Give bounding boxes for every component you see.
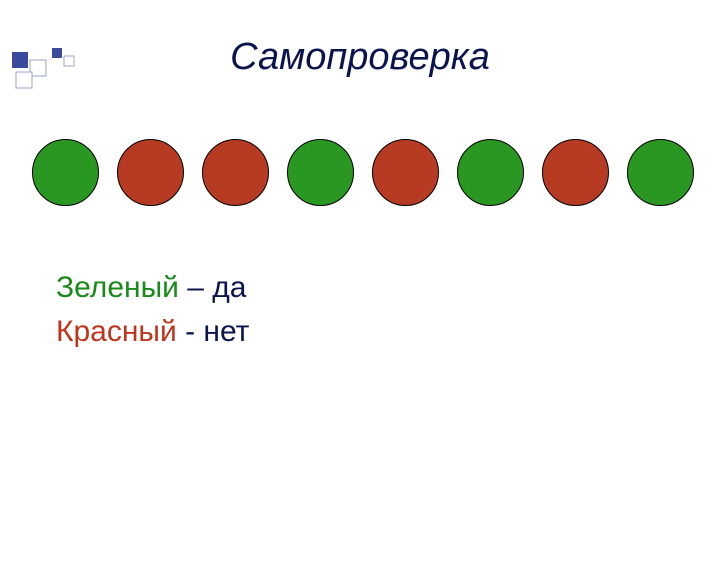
answer-circle-3 <box>202 139 269 206</box>
answer-circle-2 <box>117 139 184 206</box>
page-title: Самопроверка <box>0 36 720 79</box>
legend-red-rest: - нет <box>177 315 250 348</box>
corner-decoration <box>12 48 82 97</box>
legend: Зеленый – да Красный - нет <box>56 266 720 353</box>
legend-green-line: Зеленый – да <box>56 266 720 310</box>
answer-circle-6 <box>457 139 524 206</box>
decoration-svg <box>12 48 82 92</box>
legend-green-word: Зеленый <box>56 271 179 304</box>
legend-green-rest: – да <box>179 271 247 304</box>
legend-red-line: Красный - нет <box>56 310 720 354</box>
answer-circle-4 <box>287 139 354 206</box>
circles-row <box>32 139 720 206</box>
answer-circle-1 <box>32 139 99 206</box>
legend-red-word: Красный <box>56 315 177 348</box>
answer-circle-5 <box>372 139 439 206</box>
answer-circle-7 <box>542 139 609 206</box>
answer-circle-8 <box>627 139 694 206</box>
